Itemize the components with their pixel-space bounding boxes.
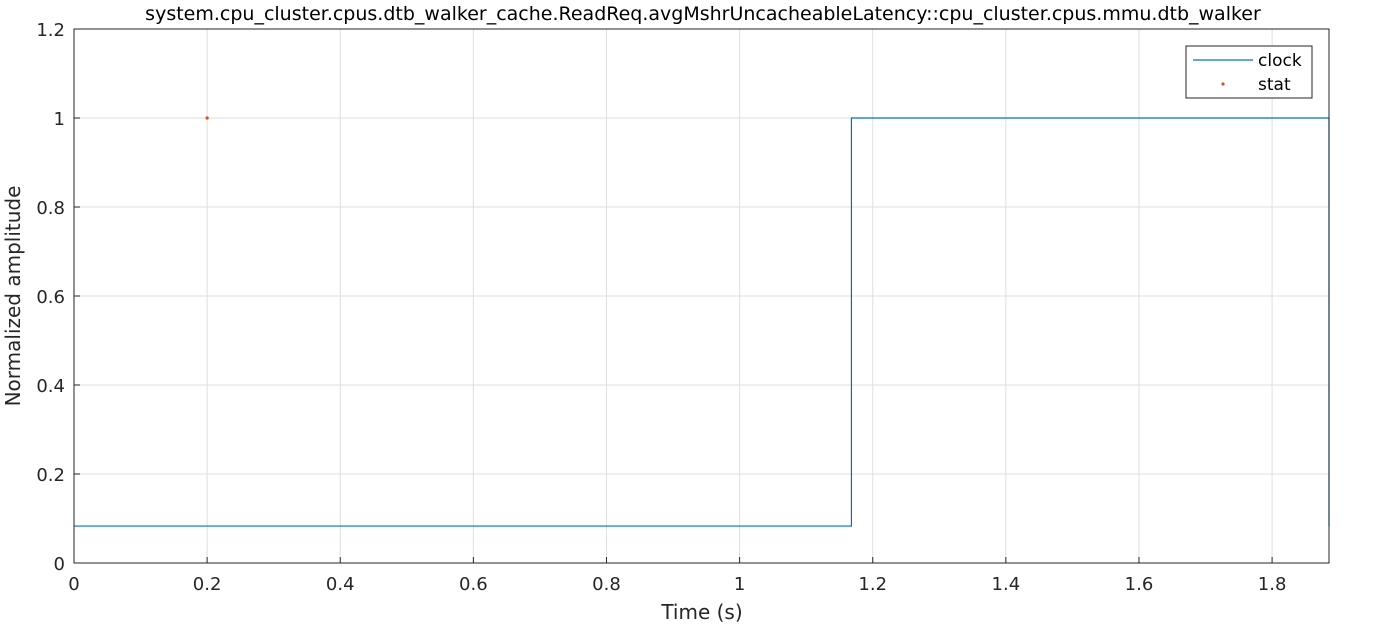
chart-title: system.cpu_cluster.cpus.dtb_walker_cache… <box>145 3 1261 25</box>
legend-stat-swatch <box>1221 82 1225 86</box>
x-tick-label: 0.4 <box>326 574 355 595</box>
legend-box <box>1185 45 1313 99</box>
x-axis-label: Time (s) <box>660 600 742 624</box>
x-tick-label: 0.8 <box>592 574 621 595</box>
legend-clock-label: clock <box>1258 51 1302 71</box>
y-tick-label: 1.2 <box>36 20 65 41</box>
x-tick-label: 1 <box>734 574 745 595</box>
series-stat-point <box>205 116 209 120</box>
ticks: 0 0.2 0.4 0.6 0.8 1 1.2 1.4 1.6 1.8 0 0.2 0.4 0.6 0.8 1… <box>36 20 1286 595</box>
y-tick-label: 1 <box>54 109 65 130</box>
y-tick-label: 0.6 <box>36 287 65 308</box>
x-tick-label: 0.2 <box>193 574 222 595</box>
y-axis-label: Normalized amplitude <box>1 186 25 407</box>
x-tick-label: 1.4 <box>992 574 1021 595</box>
legend-stat-label: stat <box>1258 75 1291 95</box>
legend: clock stat <box>1185 45 1313 99</box>
x-tick-label: 1.6 <box>1125 574 1154 595</box>
y-tick-label: 0 <box>54 554 65 575</box>
x-tick-label: 1.8 <box>1258 574 1287 595</box>
y-tick-label: 0.8 <box>36 198 65 219</box>
x-tick-label: 0.6 <box>459 574 488 595</box>
y-tick-label: 0.4 <box>36 376 65 397</box>
x-tick-label: 0 <box>68 574 79 595</box>
y-tick-label: 0.2 <box>36 465 65 486</box>
x-tick-label: 1.2 <box>858 574 887 595</box>
